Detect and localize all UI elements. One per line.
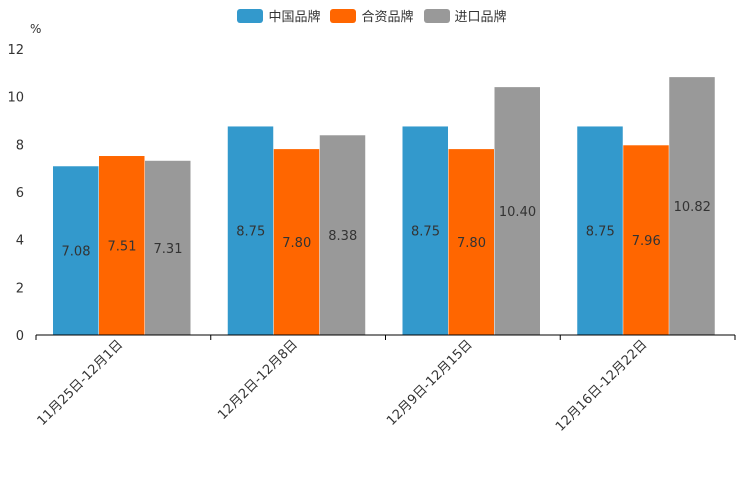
legend-swatch-china-brand — [237, 8, 264, 23]
legend: 中国品牌 合资品牌 进口品牌 — [0, 6, 744, 25]
data-label-s0-c1: 8.75 — [236, 225, 265, 240]
data-label-s0-c2: 8.75 — [411, 225, 440, 240]
y-tick-label-4: 8 — [16, 138, 24, 153]
bar-s1-c1 — [273, 149, 320, 335]
y-tick-label-6: 12 — [7, 43, 24, 58]
data-label-s2-c2: 10.40 — [499, 205, 536, 220]
data-label-s1-c2: 7.80 — [457, 236, 486, 251]
bar-s1-c2 — [448, 149, 494, 335]
data-label-s2-c3: 10.82 — [674, 200, 711, 215]
data-label-s1-c0: 7.51 — [108, 240, 137, 255]
bar-s0-c2 — [402, 126, 448, 335]
legend-swatch-joint-venture-brand — [330, 8, 357, 23]
legend-label-china-brand: 中国品牌 — [268, 10, 321, 25]
bar-s0-c0 — [53, 166, 99, 335]
data-label-s2-c1: 8.38 — [328, 229, 357, 244]
legend-item-import-brand[interactable]: 进口品牌 — [423, 6, 507, 25]
bar-s2-c1 — [319, 135, 366, 335]
bar-s1-c0 — [99, 156, 145, 335]
y-tick-label-5: 10 — [7, 91, 24, 106]
data-label-s2-c0: 7.31 — [154, 242, 183, 257]
legend-item-china-brand[interactable]: 中国品牌 — [237, 6, 320, 25]
data-label-s0-c0: 7.08 — [62, 245, 91, 260]
x-tick-label-2: 12月9日-12月15日 — [384, 337, 476, 429]
y-tick-label-2: 4 — [16, 234, 24, 249]
bar-s1-c3 — [623, 145, 669, 335]
bar-s2-c0 — [145, 160, 191, 335]
x-tick-label-3: 12月16日-12月22日 — [553, 337, 650, 434]
bar-s0-c3 — [577, 126, 623, 335]
data-label-s0-c3: 8.75 — [586, 225, 615, 240]
legend-label-joint-venture-brand: 合资品牌 — [361, 10, 414, 25]
x-tick-label-1: 12月2日-12月8日 — [215, 337, 301, 423]
data-label-s1-c1: 7.80 — [282, 236, 311, 251]
y-tick-label-1: 2 — [16, 281, 24, 296]
data-label-s1-c3: 7.96 — [632, 234, 661, 249]
bar-s2-c2 — [494, 87, 540, 335]
y-tick-label-3: 6 — [16, 186, 24, 201]
bar-s2-c3 — [669, 77, 715, 335]
y-tick-label-0: 0 — [16, 329, 24, 344]
bar-s0-c1 — [227, 126, 274, 335]
legend-swatch-import-brand — [423, 8, 450, 23]
legend-label-import-brand: 进口品牌 — [454, 10, 507, 25]
x-tick-label-0: 11月25日-12月1日 — [35, 337, 127, 429]
legend-item-joint-venture-brand[interactable]: 合资品牌 — [330, 6, 414, 25]
y-axis-unit: % — [30, 22, 42, 36]
